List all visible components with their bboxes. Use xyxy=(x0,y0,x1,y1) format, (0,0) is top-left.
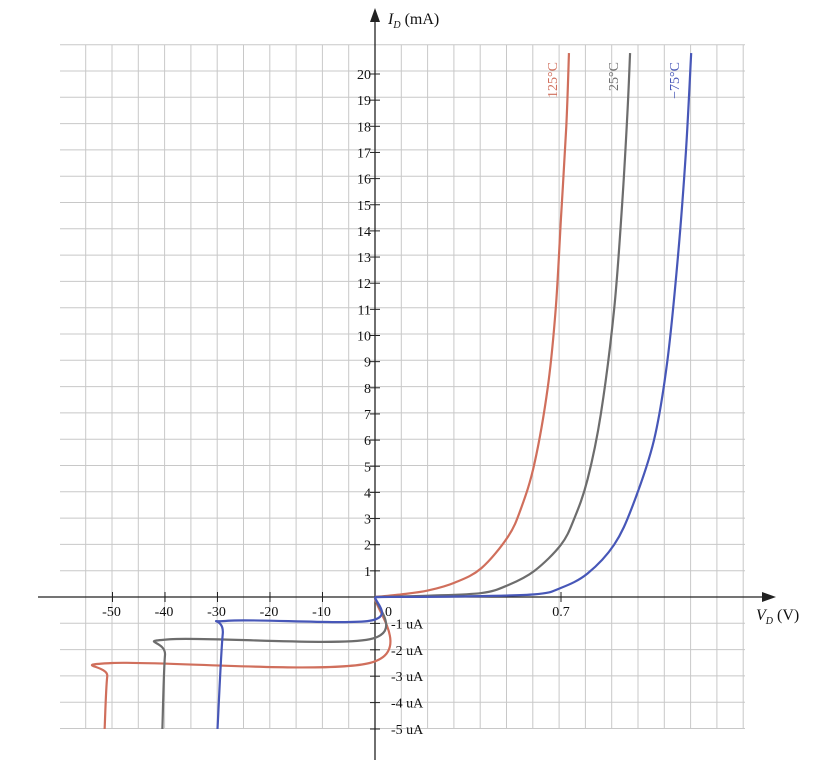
series-layer: 125°C 25°C −75°C xyxy=(91,53,693,730)
y-tick-label: 2 xyxy=(364,539,371,554)
x-tick-label: -50 xyxy=(102,605,121,620)
y-axis-arrow xyxy=(370,8,380,22)
y-tick-label: -3 uA xyxy=(391,670,424,685)
x-axis-label: VD (V) xyxy=(756,607,799,627)
y-tick-label: -4 uA xyxy=(391,697,424,712)
y-tick-label: 3 xyxy=(364,513,371,528)
y-tick-label: 16 xyxy=(357,173,371,188)
series-reverse-line xyxy=(215,596,384,730)
series-forward-line xyxy=(374,53,632,599)
y-tick-label: 5 xyxy=(364,460,371,475)
x-tick-label: -30 xyxy=(207,605,226,620)
y-tick-label: 12 xyxy=(357,277,371,292)
series-forward-line xyxy=(374,53,571,599)
y-tick-label: -2 uA xyxy=(391,644,424,659)
y-tick-label: 4 xyxy=(364,486,371,501)
x-tick-label: 0.7 xyxy=(552,605,570,620)
y-tick-label: -5 uA xyxy=(391,723,424,738)
series-label: 125°C xyxy=(546,62,561,98)
series-reverse-line xyxy=(91,596,392,730)
x-tick-label: -20 xyxy=(260,605,279,620)
y-tick-label: -1 uA xyxy=(391,617,424,632)
x-axis-arrow xyxy=(762,592,776,602)
y-tick-label: 8 xyxy=(364,382,371,397)
y-tick-label: 19 xyxy=(357,94,371,109)
y-axis-label: ID (mA) xyxy=(387,11,439,31)
y-tick-label: 9 xyxy=(364,356,371,371)
y-tick-label: 6 xyxy=(364,434,371,449)
y-tick-label: 13 xyxy=(357,251,371,266)
x-tick-label: -10 xyxy=(312,605,331,620)
series-reverse-line xyxy=(152,596,388,730)
origin-label: 0 xyxy=(385,605,392,620)
y-tick-label: 20 xyxy=(357,68,371,83)
y-tick-label: 14 xyxy=(357,225,371,240)
y-tick-label: 10 xyxy=(357,330,371,345)
series-forward-line xyxy=(374,53,693,599)
series-label: −75°C xyxy=(668,62,683,99)
grid xyxy=(60,44,745,729)
y-tick-label: 11 xyxy=(358,303,371,318)
y-tick-label: 7 xyxy=(364,408,371,423)
x-tick-label: -40 xyxy=(155,605,174,620)
y-tick-label: 18 xyxy=(357,120,371,135)
y-tick-label: 17 xyxy=(357,146,371,161)
y-tick-label: 15 xyxy=(357,199,371,214)
series-label: 25°C xyxy=(607,62,622,91)
y-tick-label: 1 xyxy=(364,565,371,580)
